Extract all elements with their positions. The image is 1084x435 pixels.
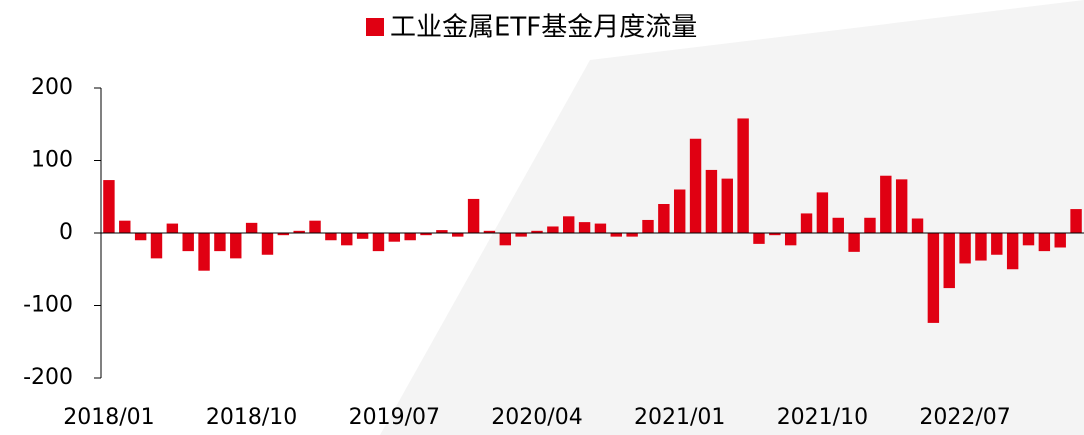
bar: [245, 222, 258, 233]
bar: [230, 233, 242, 259]
bar: [531, 230, 543, 233]
bar: [214, 233, 226, 252]
bar: [483, 230, 496, 233]
bar: [737, 118, 749, 233]
bar: [753, 233, 765, 244]
y-tick-label: 0: [59, 220, 73, 245]
bar: [895, 179, 908, 233]
bar: [515, 233, 527, 237]
bar: [452, 233, 464, 237]
bar: [911, 218, 924, 233]
bar: [784, 233, 797, 246]
bar: [880, 175, 892, 233]
bar: [689, 138, 702, 233]
bar: [769, 233, 781, 236]
bar: [467, 198, 480, 233]
x-tick-label: 2021/10: [777, 405, 868, 430]
bar: [563, 216, 575, 233]
bar: [626, 233, 638, 237]
bar: [420, 233, 432, 236]
bar: [1038, 233, 1051, 252]
bar: [959, 233, 971, 264]
bar: [1070, 209, 1082, 233]
bar: [1022, 233, 1035, 246]
bar: [547, 226, 559, 233]
bar: [610, 233, 622, 237]
y-tick-label: 100: [31, 148, 73, 173]
bar: [721, 178, 733, 233]
bar: [1054, 233, 1066, 248]
x-tick-label: 2018/01: [63, 405, 154, 430]
bar: [816, 192, 829, 233]
bar: [388, 233, 401, 242]
bar: [261, 233, 274, 255]
bar: [943, 233, 955, 289]
bar: [341, 233, 353, 246]
bar: [277, 233, 290, 236]
bar: [1006, 233, 1019, 270]
bar: [356, 233, 369, 239]
x-tick-label: 2021/01: [634, 405, 725, 430]
bar: [166, 223, 179, 233]
x-tick-label: 2022/07: [919, 405, 1010, 430]
x-tick-label: 2018/10: [206, 405, 297, 430]
y-tick-label: -100: [23, 293, 73, 318]
bar: [673, 189, 686, 233]
x-tick-label: 2020/04: [491, 405, 582, 430]
legend-label: 工业金属ETF基金月度流量: [390, 13, 697, 43]
bar: [198, 233, 210, 271]
bar: [642, 219, 654, 233]
bar: [325, 233, 337, 241]
bar: [309, 220, 321, 233]
y-tick-label: -200: [23, 365, 73, 390]
bar: [372, 233, 385, 252]
bar: [436, 230, 448, 233]
bar: [705, 169, 718, 233]
bar: [864, 217, 876, 233]
bar: [800, 213, 813, 233]
y-tick-label: 200: [31, 75, 73, 100]
bar: [975, 233, 987, 261]
bar: [134, 233, 147, 241]
bar: [594, 223, 607, 233]
bar: [658, 204, 670, 233]
bar: [293, 230, 305, 233]
bar: [848, 233, 860, 252]
bar: [182, 233, 194, 252]
bar: [150, 233, 163, 259]
bar: [991, 233, 1003, 255]
bar: [103, 180, 115, 233]
bar: [927, 233, 940, 323]
bar: [578, 222, 591, 233]
bar: [404, 233, 416, 241]
bar: [832, 217, 844, 233]
x-tick-label: 2019/07: [349, 405, 440, 430]
bar: [499, 233, 512, 246]
legend-swatch: [366, 18, 384, 36]
bar: [119, 220, 131, 233]
